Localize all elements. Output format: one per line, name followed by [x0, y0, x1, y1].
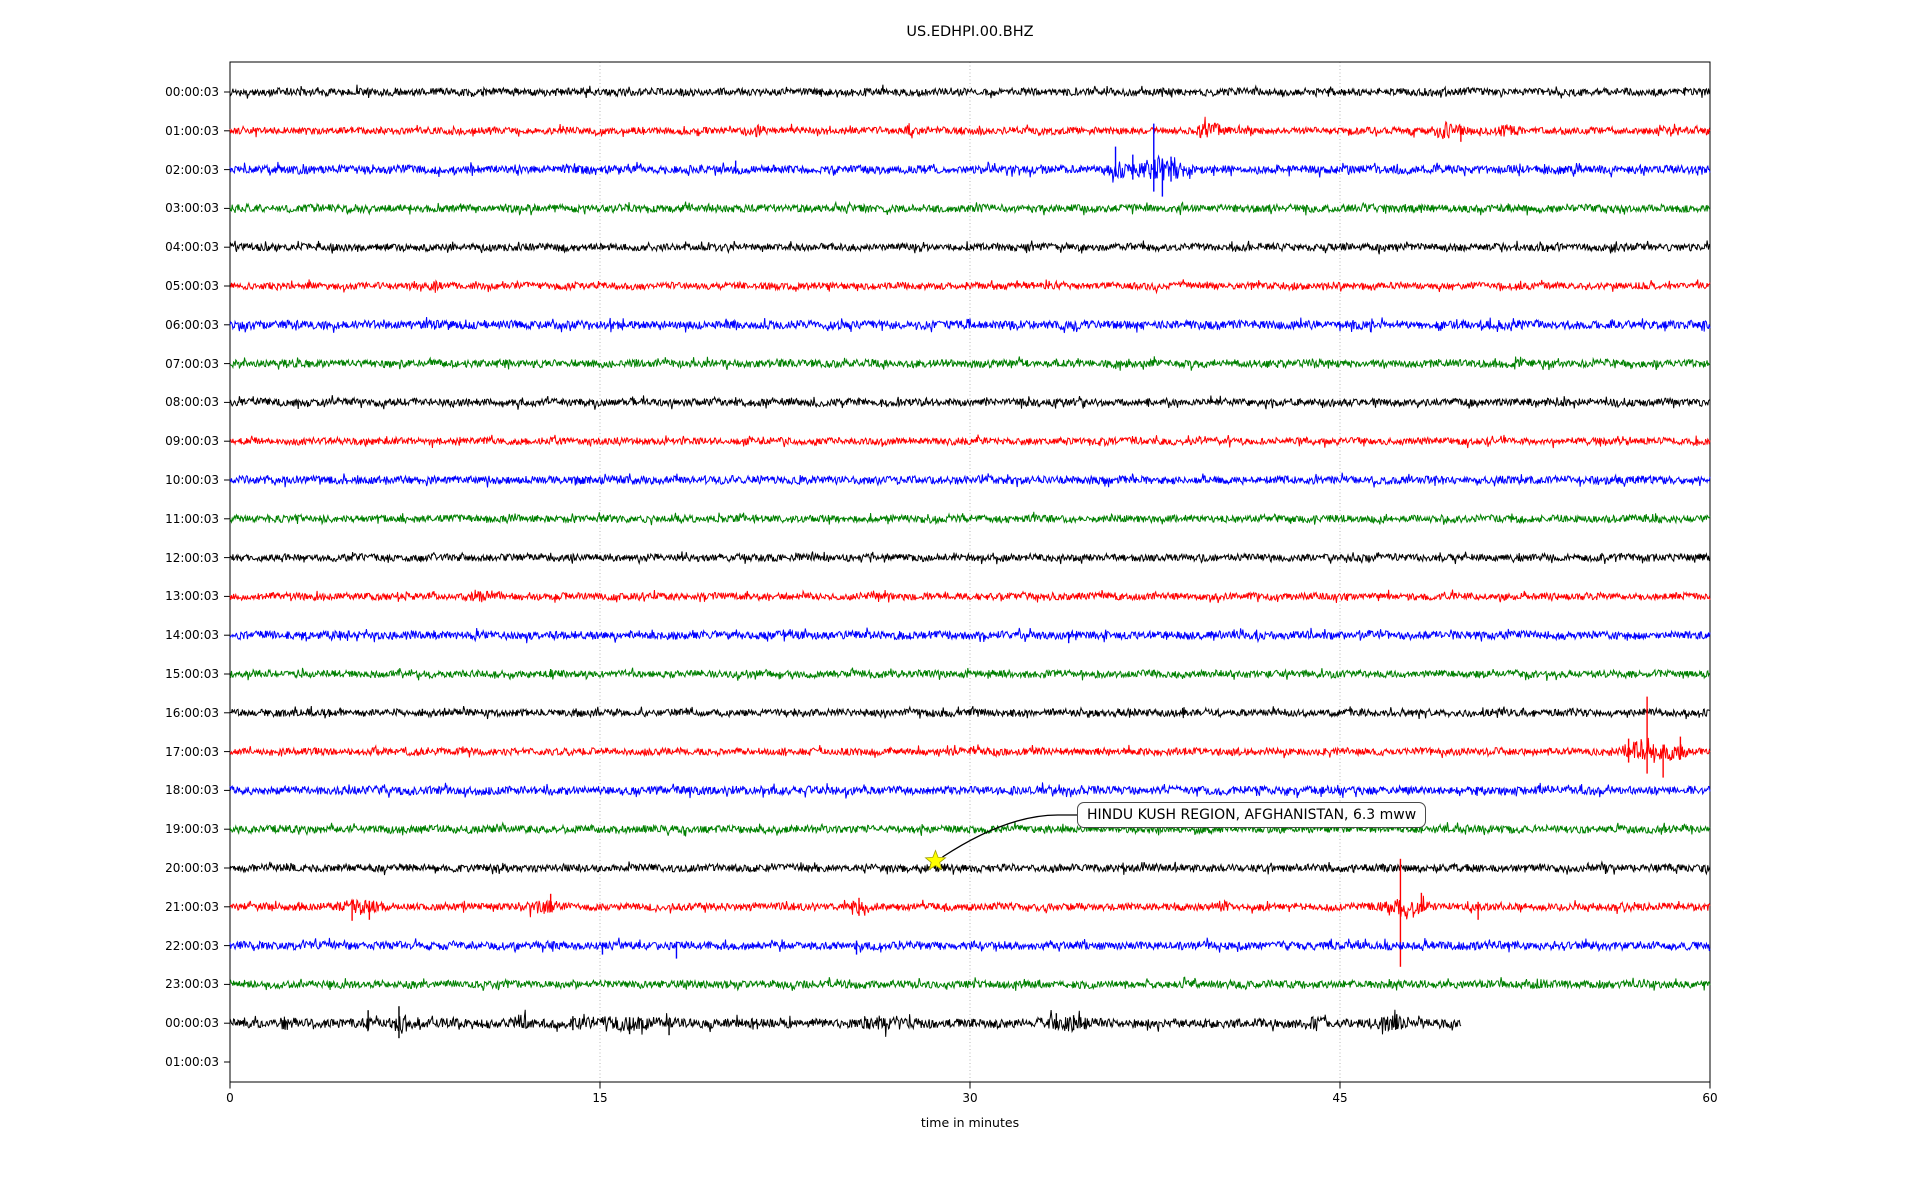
trace-row-1	[229, 116, 1711, 140]
y-tick-label-24: 00:00:03	[165, 1016, 219, 1031]
trace-row-5	[229, 279, 1711, 295]
y-tick-label-1: 01:00:03	[165, 123, 219, 138]
trace-row-24	[229, 1009, 1462, 1037]
x-tick-label-0: 0	[226, 1091, 234, 1105]
y-tick-label-14: 14:00:03	[165, 628, 219, 643]
event-annotation: HINDU KUSH REGION, AFGHANISTAN, 6.3 mww	[1077, 802, 1427, 828]
trace-row-9	[229, 434, 1711, 449]
y-tick-label-12: 12:00:03	[165, 550, 219, 565]
trace-row-16	[229, 705, 1711, 720]
trace-row-10	[229, 472, 1711, 488]
axes-frame	[229, 61, 1711, 1083]
trace-row-6	[229, 316, 1711, 334]
y-tick-label-21: 21:00:03	[165, 899, 219, 914]
y-tick-label-6: 06:00:03	[165, 317, 219, 332]
y-tick-label-5: 05:00:03	[165, 279, 219, 293]
trace-row-13	[229, 589, 1711, 604]
y-tick-label-18: 18:00:03	[165, 783, 219, 798]
trace-row-14	[229, 627, 1711, 644]
trace-row-7	[229, 356, 1711, 371]
y-tick-label-23: 23:00:03	[165, 977, 219, 992]
trace-row-2	[229, 154, 1711, 183]
trace-row-22	[229, 937, 1711, 954]
y-tick-label-16: 16:00:03	[165, 705, 219, 720]
trace-row-18	[229, 782, 1711, 799]
x-tick-label-60: 60	[1702, 1091, 1718, 1105]
x-tick-label-30: 30	[962, 1091, 978, 1105]
trace-row-19	[229, 821, 1711, 837]
y-tick-label-8: 08:00:03	[165, 395, 219, 410]
trace-row-12	[229, 551, 1711, 566]
y-tick-label-13: 13:00:03	[165, 589, 219, 604]
y-tick-label-9: 09:00:03	[165, 434, 219, 449]
x-tick-label-15: 15	[592, 1091, 608, 1105]
y-tick-label-10: 10:00:03	[165, 473, 219, 487]
y-tick-label-7: 07:00:03	[165, 356, 219, 371]
annotation-leader-line	[942, 814, 1077, 858]
trace-row-15	[229, 667, 1711, 681]
trace-row-4	[229, 240, 1711, 255]
y-tick-label-20: 20:00:03	[165, 861, 219, 875]
x-axis-label: time in minutes	[920, 1115, 1020, 1130]
y-tick-label-4: 04:00:03	[165, 240, 219, 255]
y-tick-label-2: 02:00:03	[165, 162, 219, 177]
trace-row-23	[229, 976, 1711, 992]
trace-row-21	[229, 895, 1711, 920]
trace-row-11	[229, 511, 1711, 526]
trace-row-17	[229, 737, 1711, 763]
y-tick-label-11: 11:00:03	[165, 511, 219, 526]
chart-title: US.EDHPI.00.BHZ	[906, 24, 1034, 40]
y-tick-label-22: 22:00:03	[165, 938, 219, 953]
y-tick-label-3: 03:00:03	[165, 201, 219, 216]
y-tick-label-19: 19:00:03	[165, 822, 219, 837]
y-tick-label-15: 15:00:03	[165, 667, 219, 681]
y-tick-label-0: 00:00:03	[165, 85, 219, 99]
trace-row-3	[229, 200, 1711, 216]
trace-row-0	[229, 84, 1711, 99]
y-tick-label-17: 17:00:03	[165, 744, 219, 759]
event-star-marker	[924, 849, 947, 871]
trace-row-20	[229, 860, 1711, 876]
trace-row-8	[229, 395, 1711, 410]
y-tick-label-25: 01:00:03	[165, 1055, 219, 1069]
x-tick-label-45: 45	[1332, 1091, 1348, 1105]
